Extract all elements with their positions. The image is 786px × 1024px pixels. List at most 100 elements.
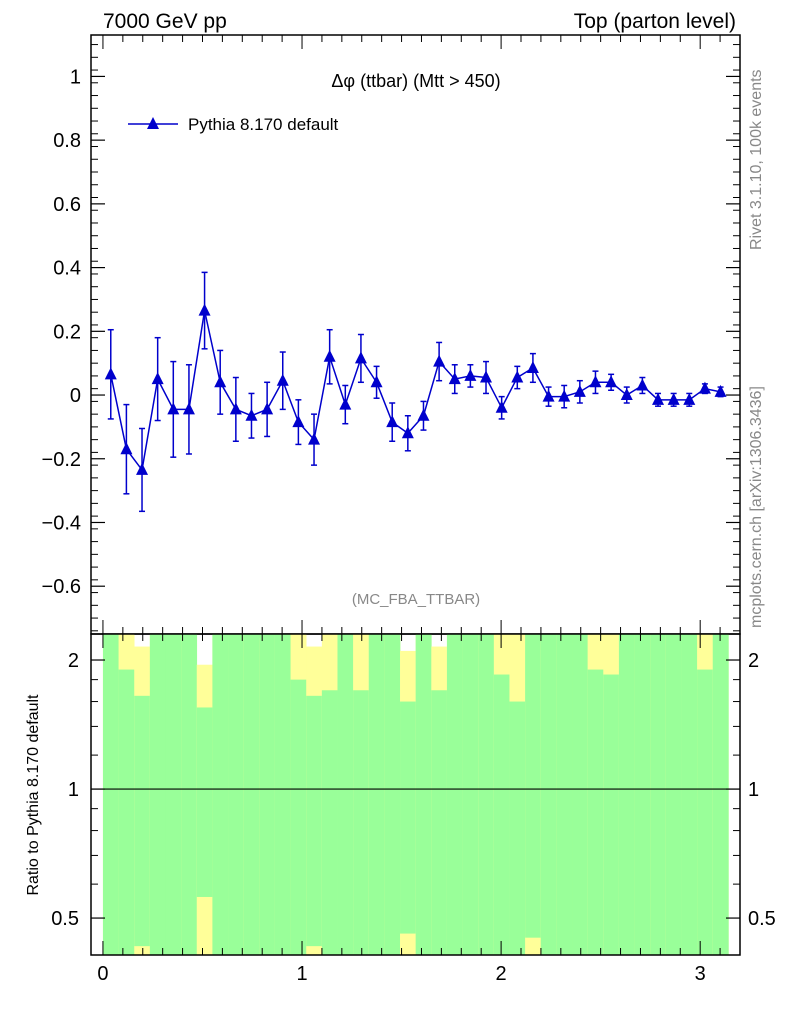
data-point <box>667 392 680 405</box>
data-point <box>448 372 461 385</box>
band-inner <box>462 634 479 955</box>
analysis-label: (MC_FBA_TTBAR) <box>352 591 480 608</box>
series-pythia-default <box>104 271 727 513</box>
band-inner <box>306 695 323 947</box>
band-inner <box>556 634 573 955</box>
data-point <box>198 303 211 316</box>
band-inner <box>118 669 135 955</box>
main-axis-ticks: −0.6 −0.4 −0.2 0 0.2 0.4 0.6 0.8 1 <box>42 35 740 634</box>
band-inner <box>431 690 448 955</box>
data-point <box>261 402 274 415</box>
data-point <box>417 408 430 421</box>
ratio-y-tick-label-right: 1 <box>748 779 759 801</box>
y-tick-label: −0.4 <box>42 512 81 534</box>
band-inner <box>603 674 620 955</box>
data-point <box>339 397 352 410</box>
y-tick-label: 1 <box>70 66 81 88</box>
band-inner <box>634 634 651 955</box>
y-tick-label: 0.2 <box>53 321 81 343</box>
main-plot-title: Δφ (ttbar) (Mtt > 450) <box>331 71 500 91</box>
data-point <box>214 375 227 388</box>
band-inner <box>228 634 244 955</box>
data-point <box>104 367 117 380</box>
data-point <box>245 408 258 421</box>
band-inner <box>165 634 182 955</box>
band-inner <box>384 634 401 955</box>
data-point <box>229 402 242 415</box>
legend-marker <box>147 117 159 129</box>
data-point <box>652 392 665 405</box>
data-point <box>386 415 399 428</box>
data-point <box>151 372 164 385</box>
band-inner <box>274 634 291 955</box>
band-inner <box>196 707 213 897</box>
data-point <box>683 392 696 405</box>
band-inner <box>353 690 370 955</box>
x-tick-label: 1 <box>296 963 307 985</box>
data-point <box>558 389 571 402</box>
band-inner <box>478 634 495 955</box>
series-line <box>110 310 721 472</box>
ratio-y-tick-label-right: 2 <box>748 650 759 672</box>
ratio-axis-ticks: 0.5 0.5 1 1 2 2 0 1 2 3 <box>51 634 776 985</box>
ratio-y-tick-label: 0.5 <box>51 908 79 930</box>
data-point <box>511 370 524 383</box>
y-tick-label: 0 <box>70 385 81 407</box>
band-inner <box>102 634 119 955</box>
y-tick-label: 0.8 <box>53 130 81 152</box>
ratio-y-tick-label-right: 0.5 <box>748 908 776 930</box>
main-panel: Δφ (ttbar) (Mtt > 450) (MC_FBA_TTBAR) −0… <box>42 34 741 635</box>
band-inner <box>149 634 166 955</box>
band-inner <box>509 701 526 955</box>
band-inner <box>337 634 354 955</box>
y-tick-label: −0.2 <box>42 449 81 471</box>
ratio-frame <box>90 633 741 956</box>
data-point <box>573 384 586 397</box>
data-point <box>589 375 602 388</box>
data-point <box>292 415 305 428</box>
y-tick-label: −0.6 <box>42 576 81 598</box>
data-point <box>167 402 180 415</box>
data-point <box>698 381 711 394</box>
data-point <box>480 370 493 383</box>
data-point <box>323 349 336 362</box>
band-inner <box>587 669 604 955</box>
band-inner <box>572 634 588 955</box>
band-inner <box>243 634 260 955</box>
band-inner <box>259 634 276 955</box>
data-point <box>605 375 618 388</box>
data-point <box>120 442 133 455</box>
data-point <box>495 400 508 413</box>
ratio-y-tick-label: 1 <box>68 779 79 801</box>
band-inner <box>618 634 635 955</box>
band-inner <box>400 701 416 934</box>
data-point <box>182 402 195 415</box>
header-right: Top (parton level) <box>574 10 736 33</box>
data-point <box>308 432 321 445</box>
data-point <box>636 378 649 391</box>
rivet-version-label: Rivet 3.1.10, 100k events <box>748 69 765 250</box>
data-point <box>464 368 477 381</box>
x-tick-label: 3 <box>695 963 706 985</box>
y-tick-label: 0.6 <box>53 194 81 216</box>
band-inner <box>650 634 667 955</box>
ratio-y-axis-label: Ratio to Pythia 8.170 default <box>25 694 42 896</box>
header-left: 7000 GeV pp <box>103 10 227 33</box>
data-point <box>620 388 633 401</box>
band-inner <box>290 679 307 955</box>
data-point <box>401 426 414 439</box>
band-inner <box>681 634 698 955</box>
band-inner <box>134 695 151 947</box>
band-inner <box>525 634 542 938</box>
band-inner <box>446 634 463 955</box>
band-inner <box>540 634 557 955</box>
band-inner <box>212 634 229 955</box>
ratio-uncertainty-bands <box>102 634 729 955</box>
band-inner <box>321 690 338 955</box>
band-inner <box>181 634 198 955</box>
data-point <box>370 375 383 388</box>
data-point <box>276 373 289 386</box>
band-inner <box>712 634 729 955</box>
band-inner <box>697 669 714 955</box>
